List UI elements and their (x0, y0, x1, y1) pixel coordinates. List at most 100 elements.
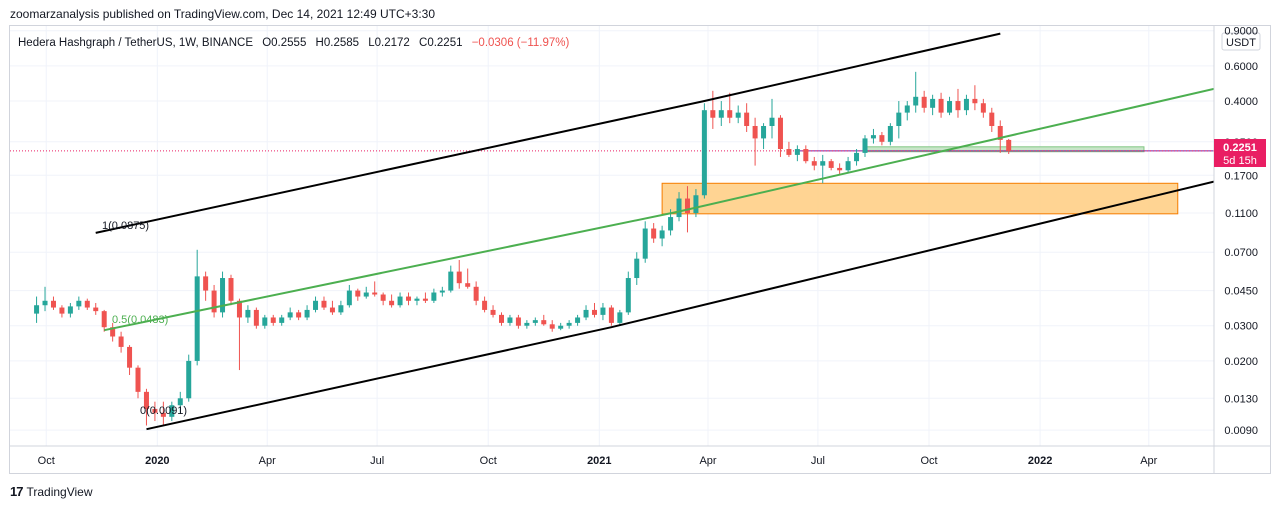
candle-body (710, 110, 716, 118)
candle-body (287, 312, 293, 318)
time-tick-label: Oct (480, 455, 497, 467)
candle-body (693, 195, 699, 214)
candle-body (659, 230, 665, 239)
legend-symbol: Hedera Hashgraph / TetherUS, 1W, BINANCE (18, 37, 253, 49)
candle-body (152, 408, 158, 413)
candle-body (67, 306, 73, 314)
candle-body (321, 300, 327, 308)
candle-body (947, 101, 953, 113)
fib-label-1: 1(0.0875) (102, 220, 149, 232)
candle-body (127, 346, 133, 368)
candle-body (236, 300, 242, 318)
price-tick-label: 0.0090 (1224, 425, 1258, 437)
publisher-line: zoomarzanalysis published on TradingView… (10, 7, 436, 21)
price-tick-label: 0.9000 (1224, 26, 1258, 38)
candle-body (837, 167, 843, 171)
candle-body (84, 300, 90, 308)
legend-high: H0.2585 (316, 37, 359, 49)
time-tick-label: Jul (811, 455, 825, 467)
demand-zone (661, 182, 1179, 215)
candle-body (50, 300, 56, 308)
candle-body (600, 307, 606, 315)
candle-body (448, 271, 454, 291)
price-tick-label: 0.1100 (1225, 208, 1258, 220)
candle-body (735, 112, 741, 118)
candle-body (921, 96, 927, 108)
candle-body (490, 309, 496, 315)
candle-body (997, 125, 1003, 140)
candle-body (515, 317, 521, 326)
last-price-value: 0.2251 (1223, 142, 1257, 154)
candle-body (744, 112, 750, 126)
candle-body (718, 110, 724, 118)
time-tick-label: Oct (38, 455, 55, 467)
candle-body (93, 307, 99, 312)
candle-body (989, 112, 995, 126)
candle-body (575, 317, 581, 323)
candle-body (769, 117, 775, 126)
candle-body (811, 161, 817, 166)
footer: 17 TradingView (10, 484, 93, 499)
candle-body (110, 327, 116, 337)
candle-body (524, 322, 530, 326)
candle-body (752, 125, 758, 139)
candle-body (854, 152, 860, 162)
candle-body (177, 398, 183, 406)
candle-body (211, 290, 217, 313)
candle-body (34, 305, 40, 314)
time-tick-label: Oct (920, 455, 937, 467)
price-tick-label: 0.4000 (1224, 96, 1258, 108)
candle-body (203, 276, 209, 291)
candle-body (938, 98, 944, 113)
candle-body (270, 317, 276, 323)
footer-brand[interactable]: TradingView (26, 484, 93, 499)
price-tick-label: 0.1700 (1224, 170, 1258, 182)
candle-body (786, 149, 792, 155)
candle-body (794, 149, 800, 155)
candle-body (262, 317, 268, 326)
chart-frame (9, 25, 1271, 474)
candle-body (608, 307, 614, 323)
tradingview-logo-icon[interactable]: 17 (10, 484, 24, 499)
candle-body (169, 405, 175, 417)
candle-body (684, 198, 690, 214)
time-tick-label: Jul (370, 455, 384, 467)
candle-body (566, 322, 572, 326)
candle-body (845, 161, 851, 171)
candle-body (245, 309, 251, 318)
candle-body (329, 307, 335, 313)
candle-body (828, 161, 834, 168)
candle-body (346, 290, 352, 306)
candle-body (143, 391, 149, 409)
candle-body (186, 360, 192, 399)
candle-body (904, 105, 910, 113)
candle-body (651, 228, 657, 239)
candle-body (761, 125, 767, 139)
candle-body (482, 300, 488, 310)
candle-body (507, 317, 513, 323)
candle-body (118, 336, 124, 347)
candle-body (76, 300, 82, 307)
currency-button[interactable] (1221, 32, 1261, 51)
candle-body (499, 314, 505, 323)
candle-body (279, 317, 285, 323)
channel-mid-line (103, 87, 1214, 332)
channel-upper-line (95, 32, 1001, 234)
candle-body (59, 307, 65, 314)
candle-body (701, 110, 707, 196)
price-tick-label: 0.0200 (1224, 356, 1258, 368)
candle-body (355, 290, 361, 297)
candle-body (406, 296, 412, 301)
candle-body (803, 149, 809, 162)
candle-body (532, 320, 538, 323)
candle-body (456, 271, 462, 284)
legend-change: −0.0306 (−11.97%) (472, 37, 570, 49)
candle-body (414, 298, 420, 301)
legend-close: C0.2251 (419, 37, 462, 49)
candle-body (913, 96, 919, 106)
price-tick-label: 0.6000 (1224, 61, 1258, 73)
candle-body (389, 300, 395, 306)
candle-body (380, 294, 386, 301)
candle-body (397, 296, 403, 306)
